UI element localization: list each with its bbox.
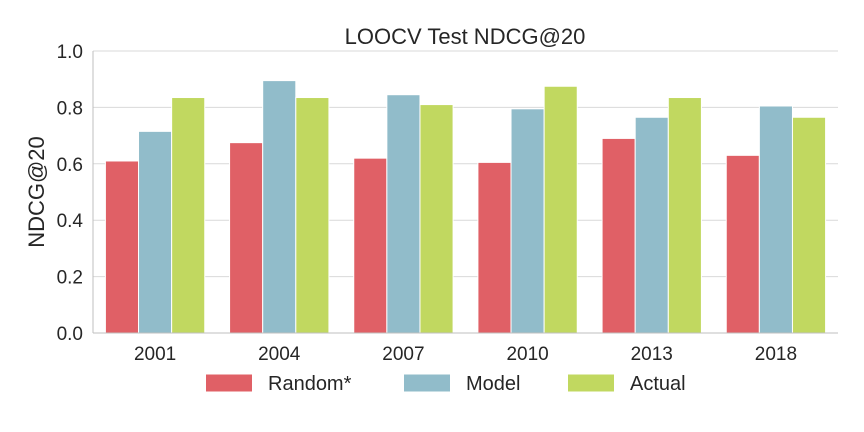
y-axis-label: NDCG@20 [24, 136, 49, 248]
y-tick-label: 0.6 [57, 155, 83, 176]
bar-actual-2001 [172, 98, 205, 333]
bar-actual-2010 [544, 86, 577, 333]
x-tick-label: 2013 [631, 344, 673, 365]
legend-swatch-model [404, 375, 450, 392]
bar-model-2018 [759, 106, 792, 333]
x-tick-label: 2001 [134, 344, 176, 365]
bar-model-2007 [387, 95, 420, 333]
y-tick-label: 0.8 [57, 98, 83, 119]
y-tick-label: 1.0 [57, 42, 83, 63]
bar-actual-2018 [792, 117, 825, 333]
bar-actual-2013 [668, 98, 701, 333]
legend-label: Actual [630, 373, 686, 395]
bar-model-2004 [263, 81, 296, 333]
bar-random-2013 [602, 138, 635, 333]
x-tick-label: 2018 [755, 344, 797, 365]
y-tick-label: 0.4 [57, 211, 84, 232]
legend: Random* Model Actual [206, 373, 686, 395]
bar-actual-2007 [420, 105, 453, 333]
bar-model-2010 [511, 109, 544, 333]
bar-actual-2004 [296, 98, 329, 333]
bars [105, 81, 825, 333]
bar-random-2004 [230, 143, 263, 333]
bar-model-2001 [139, 131, 172, 333]
bar-random-2007 [354, 158, 387, 333]
legend-label: Model [466, 373, 520, 395]
legend-swatch-actual [568, 375, 614, 392]
legend-label: Random* [268, 373, 352, 395]
legend-swatch-random [206, 375, 252, 392]
bar-random-2010 [478, 162, 511, 333]
x-tick-label: 2010 [506, 344, 548, 365]
x-tick-label: 2007 [382, 344, 424, 365]
x-tick-label: 2004 [258, 344, 301, 365]
bar-model-2013 [635, 117, 668, 333]
chart-title: LOOCV Test NDCG@20 [345, 24, 586, 49]
bar-random-2001 [105, 161, 138, 333]
y-tick-label: 0.2 [57, 268, 83, 289]
bar-random-2018 [726, 155, 759, 333]
y-tick-label: 0.0 [57, 324, 83, 345]
